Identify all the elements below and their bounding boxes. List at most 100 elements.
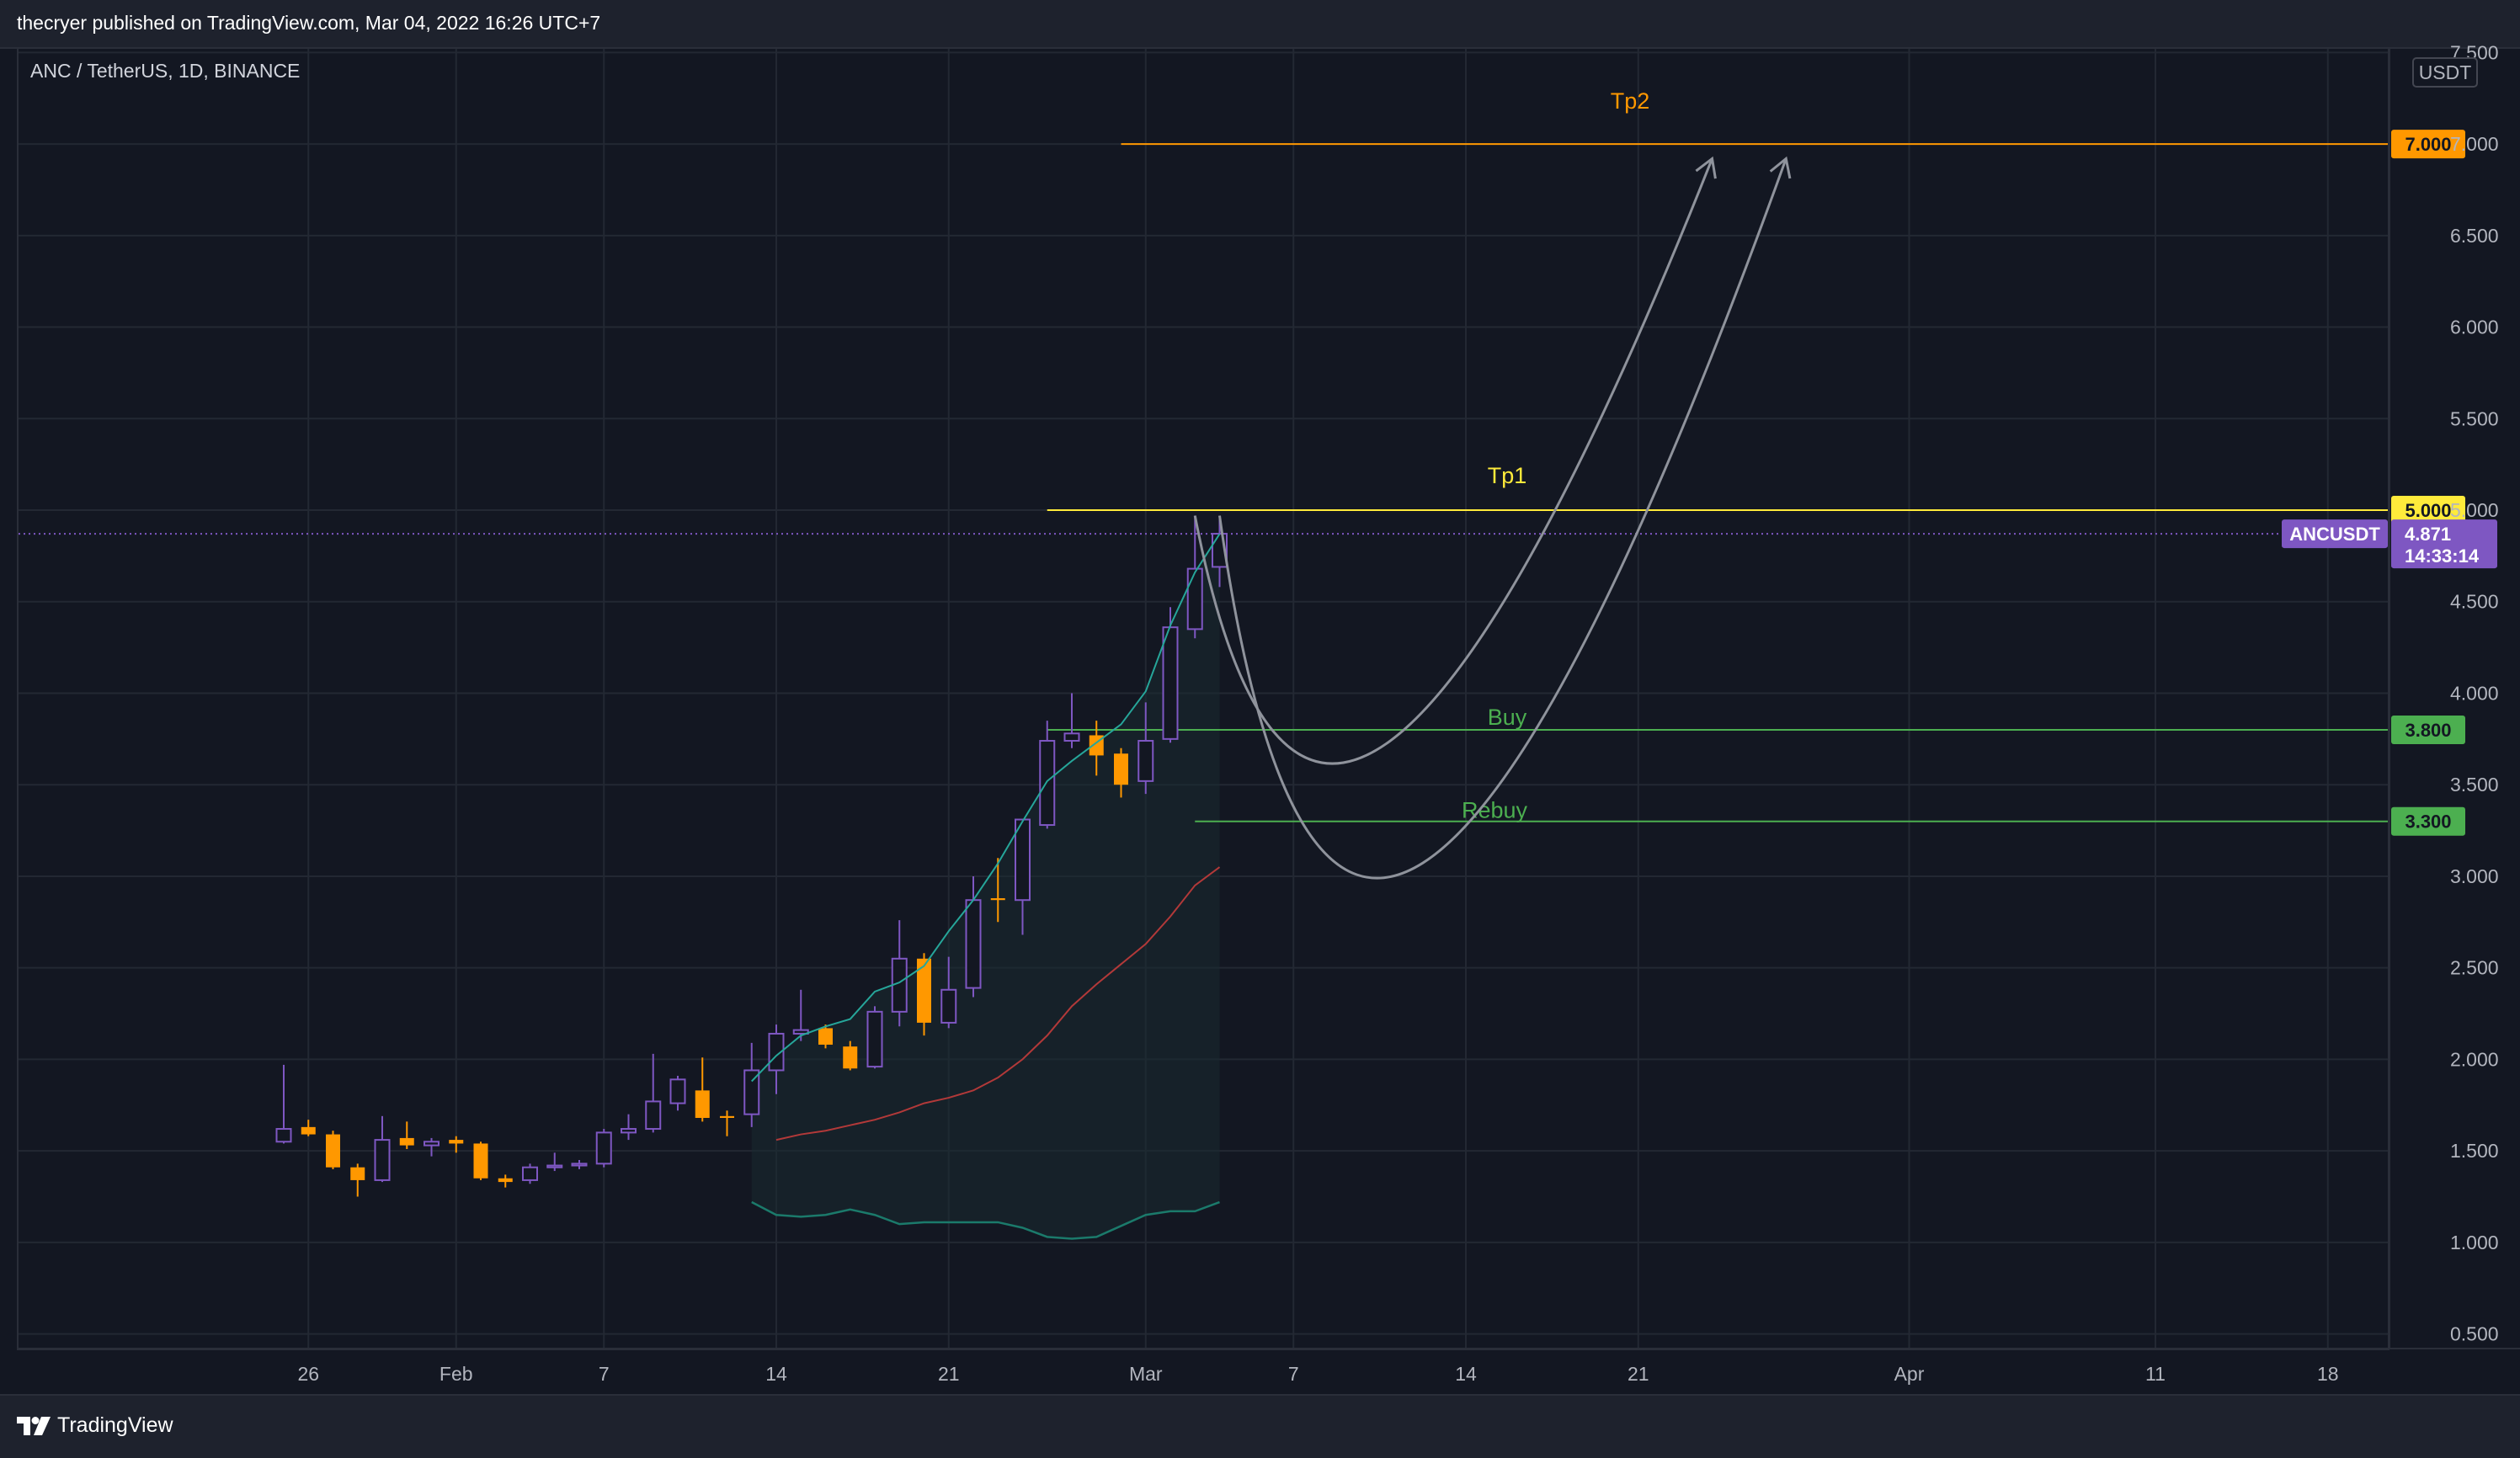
candle-body <box>1186 567 1203 631</box>
tradingview-logo[interactable]: TradingView <box>17 1413 173 1438</box>
x-tick-label: 21 <box>1628 1363 1649 1385</box>
current-price-tag <box>2391 519 2497 569</box>
candle-body <box>1039 740 1056 827</box>
y-tick-label: 2.000 <box>2450 1048 2499 1070</box>
candle-body <box>1137 740 1154 782</box>
x-tick-label: 14 <box>1455 1363 1477 1385</box>
candle-body <box>449 1140 464 1144</box>
candle-body <box>768 1032 785 1072</box>
y-tick-label: 4.500 <box>2450 591 2499 613</box>
level-price-tag <box>2391 715 2465 744</box>
axes: 7.5007.0006.5006.0005.5005.0004.5004.000… <box>19 41 2520 1385</box>
projection-arrowhead <box>1769 156 1792 179</box>
x-tick-label: 18 <box>2317 1363 2339 1385</box>
candle-body <box>792 1029 809 1035</box>
candle-body <box>350 1167 365 1180</box>
ticker-tag <box>2282 519 2388 549</box>
y-tick-label: 1.500 <box>2450 1140 2499 1162</box>
candle-body <box>275 1128 292 1143</box>
x-tick-label: 11 <box>2145 1363 2166 1385</box>
level-price-tag <box>2391 806 2465 836</box>
candle-body <box>326 1134 340 1168</box>
candle-body <box>546 1164 563 1168</box>
currency-label: USDT <box>2419 61 2472 83</box>
x-tick-label: 21 <box>938 1363 960 1385</box>
projection-curve <box>1218 157 1787 880</box>
y-tick-label: 0.500 <box>2450 1323 2499 1345</box>
candle-body <box>522 1166 538 1181</box>
x-tick-label: Feb <box>440 1363 473 1385</box>
level-price-label: 5.000 <box>2405 500 2451 521</box>
candle-body <box>571 1163 588 1167</box>
tradingview-brand-text: TradingView <box>57 1413 173 1437</box>
candle-body <box>965 899 982 989</box>
candle-body <box>1063 732 1080 742</box>
symbol-legend[interactable]: ANC / TetherUS, 1D, BINANCE <box>30 60 300 82</box>
candle-body <box>669 1078 686 1104</box>
candle-body <box>301 1126 316 1135</box>
y-tick-label: 3.000 <box>2450 865 2499 887</box>
lower-band-line <box>751 1200 1220 1240</box>
candle-body <box>818 1028 833 1046</box>
x-tick-label: Mar <box>1129 1363 1163 1385</box>
band-fill <box>751 534 1220 1239</box>
x-tick-label: Apr <box>1894 1363 1925 1385</box>
candle-body <box>743 1069 760 1115</box>
candle-body <box>917 958 931 1023</box>
x-tick-label: 26 <box>297 1363 319 1385</box>
candle-body <box>1114 753 1128 785</box>
candle-body <box>424 1141 440 1147</box>
currency-badge <box>2412 57 2478 88</box>
candle-body <box>621 1128 637 1134</box>
candle-body <box>399 1137 414 1146</box>
projection-curve <box>1193 157 1713 765</box>
projection-arrows[interactable] <box>1193 156 1792 880</box>
tradingview-logo-icon <box>17 1416 51 1435</box>
level-label-tp2: Tp2 <box>1611 88 1650 114</box>
current-price-label: 4.871 <box>2405 524 2451 545</box>
candle-body <box>374 1139 391 1181</box>
level-label-tp1: Tp1 <box>1488 463 1527 488</box>
candle-body <box>695 1090 710 1118</box>
x-tick-label: 7 <box>1288 1363 1299 1385</box>
level-price-label: 7.000 <box>2405 134 2451 155</box>
y-tick-label: 1.000 <box>2450 1232 2499 1253</box>
y-tick-label: 5.500 <box>2450 407 2499 429</box>
countdown-label: 14:33:14 <box>2405 545 2480 567</box>
y-tick-label: 4.000 <box>2450 682 2499 704</box>
candle-body <box>645 1100 662 1131</box>
level-label-buy: Buy <box>1488 705 1527 730</box>
candle-body <box>720 1115 734 1118</box>
footer-bar: TradingView <box>0 1394 2520 1458</box>
candle-body <box>1162 626 1179 740</box>
candle-body <box>843 1046 858 1069</box>
sma-slow-line <box>775 866 1221 1141</box>
y-tick-label: 2.500 <box>2450 957 2499 979</box>
y-tick-label: 7.000 <box>2450 133 2499 155</box>
level-price-tag <box>2391 496 2465 525</box>
level-price-label: 3.800 <box>2405 720 2451 741</box>
level-price-label: 3.300 <box>2405 811 2451 833</box>
candle-body <box>1015 818 1031 902</box>
y-tick-label: 5.000 <box>2450 499 2499 521</box>
moving-averages <box>751 533 1221 1240</box>
y-tick-label: 6.000 <box>2450 317 2499 338</box>
projection-arrowhead <box>1695 156 1717 179</box>
band-area <box>751 534 1220 1239</box>
candle-body <box>498 1178 513 1183</box>
ticker-label: ANCUSDT <box>2289 524 2380 545</box>
candle-body <box>473 1143 488 1179</box>
publish-info: thecryer published on TradingView.com, M… <box>17 12 601 34</box>
x-tick-label: 7 <box>599 1363 610 1385</box>
y-tick-label: 3.500 <box>2450 774 2499 796</box>
candle-body <box>940 988 957 1024</box>
candle-body <box>866 1010 883 1068</box>
sma-fast-line <box>751 533 1221 1083</box>
candle-body <box>595 1131 612 1165</box>
x-tick-label: 14 <box>765 1363 787 1385</box>
y-tick-label: 6.500 <box>2450 225 2499 247</box>
candle-body <box>990 898 1005 901</box>
level-price-tag <box>2391 130 2465 159</box>
